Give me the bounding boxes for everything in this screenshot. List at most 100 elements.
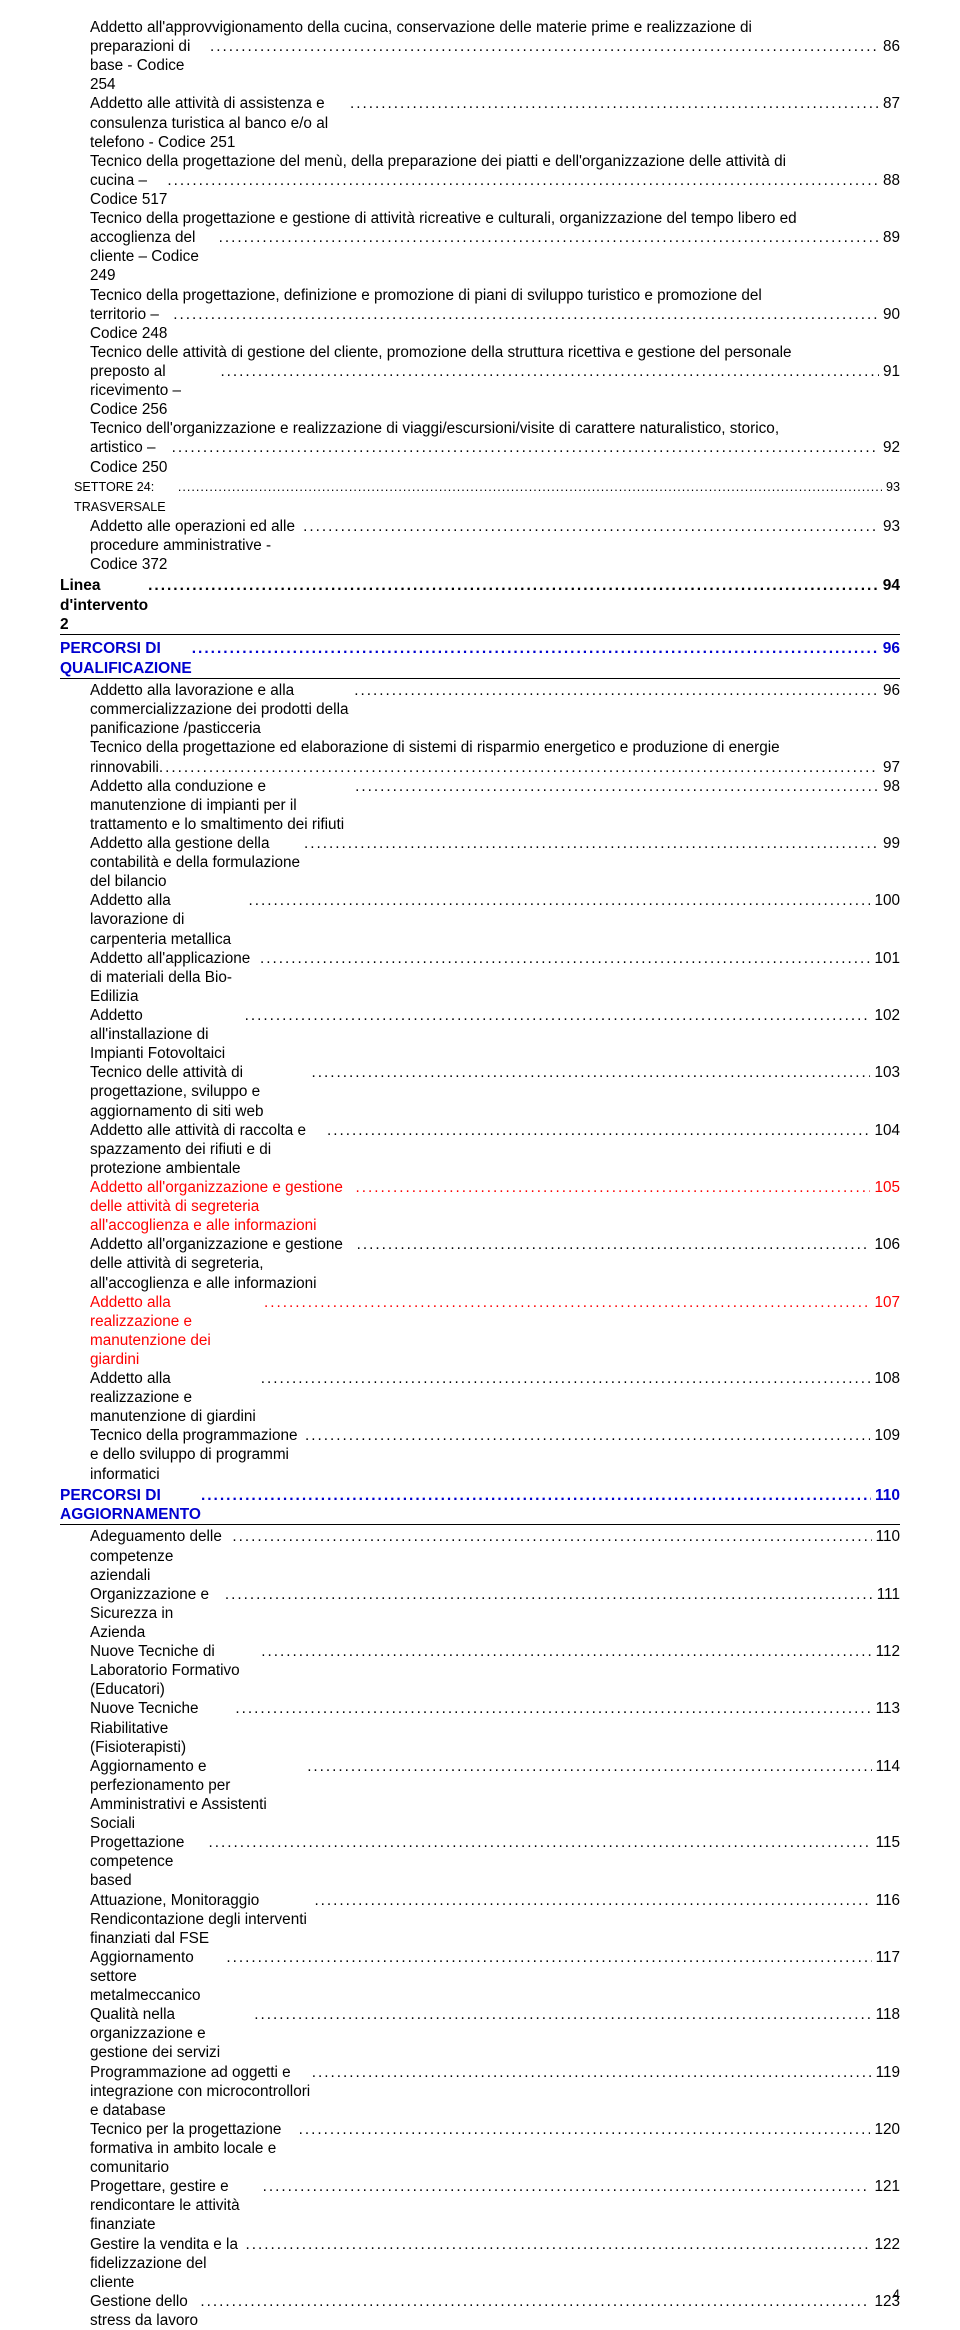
toc-entry-label: Programmazione ad oggetti e integrazione… — [90, 2063, 312, 2120]
toc-entry-label: Nuove Tecniche di Laboratorio Formativo … — [90, 1642, 261, 1699]
toc-entry-label: Addetto alla lavorazione di carpenteria … — [90, 891, 248, 948]
toc-dots: ........................................… — [226, 1948, 871, 1967]
toc-page: 98 — [879, 777, 900, 796]
toc-entry-label: Adeguamento delle competenze aziendali — [90, 1527, 232, 1584]
toc-dots: ........................................… — [305, 1426, 871, 1445]
toc-entry-label: Tecnico della progettazione del menù, de… — [90, 152, 786, 171]
toc-page: 101 — [870, 949, 900, 968]
toc-entry: Addetto all'installazione di Impianti Fo… — [90, 1006, 900, 1063]
toc-entry-label: Tecnico per la progettazione formativa i… — [90, 2120, 299, 2177]
toc-entry-cont: preposto al ricevimento – Codice 256....… — [90, 362, 900, 419]
toc-entry-label: Addetto alla realizzazione e manutenzion… — [90, 1293, 264, 1369]
page-number: 4 — [892, 2287, 900, 2302]
toc-page: 96 — [879, 681, 900, 700]
toc-page: 99 — [879, 834, 900, 853]
toc-dots: ........................................… — [167, 171, 879, 190]
toc-page: 116 — [872, 1891, 900, 1910]
toc-entry-label: Aggiornamento e perfezionamento per Ammi… — [90, 1757, 307, 1833]
toc-entry-label: artistico – Codice 250 — [90, 438, 172, 476]
toc-entry-label: Tecnico delle attività di progettazione,… — [90, 1063, 311, 1120]
toc-dots: ........................................… — [159, 758, 879, 777]
toc-entry: Addetto alle attività di raccolta e spaz… — [90, 1121, 900, 1178]
toc-entry: Tecnico delle attività di gestione del c… — [90, 343, 900, 362]
toc-entry-cont: territorio – Codice 248.................… — [90, 305, 900, 343]
toc-entry-label: Organizzazione e Sicurezza in Azienda — [90, 1585, 225, 1642]
toc-dots: ........................................… — [248, 891, 870, 910]
toc-entry-label: Addetto alla realizzazione e manutenzion… — [90, 1369, 261, 1426]
toc-heading-label: Linea d'intervento 2 — [60, 576, 148, 634]
toc-entry: Addetto alla conduzione e manutenzione d… — [90, 777, 900, 834]
toc-entry-cont: cucina – Codice 517.....................… — [90, 171, 900, 209]
toc-entry: Gestione dello stress da lavoro.........… — [90, 2292, 900, 2330]
toc-dots: ........................................… — [327, 1121, 870, 1140]
toc-page: 120 — [870, 2120, 900, 2139]
toc-page: 89 — [879, 228, 900, 247]
toc-page: 107 — [870, 1293, 900, 1312]
toc-entry: Adeguamento delle competenze aziendali..… — [90, 1527, 900, 1584]
toc-entry: Aggiornamento e perfezionamento per Ammi… — [90, 1757, 900, 1833]
toc-dots: ........................................… — [260, 949, 871, 968]
toc-page: 86 — [879, 37, 900, 56]
toc-page: 113 — [872, 1699, 900, 1718]
toc-entry: Tecnico della progettazione del menù, de… — [90, 152, 900, 171]
toc-page: 96 — [879, 639, 900, 658]
toc-entry-label: Tecnico dell'organizzazione e realizzazi… — [90, 419, 779, 438]
toc-entry: Addetto alla gestione della contabilità … — [90, 834, 900, 891]
toc-entry-label: Tecnico della progettazione ed elaborazi… — [90, 738, 780, 757]
toc-entry-cont: accoglienza del cliente – Codice 249....… — [90, 228, 900, 285]
toc-heading-label: PERCORSI DI AGGIORNAMENTO — [60, 1486, 201, 1525]
toc-dots: ........................................… — [261, 1642, 871, 1661]
toc-dots: ........................................… — [261, 1369, 871, 1388]
toc-entry: Tecnico dell'organizzazione e realizzazi… — [90, 419, 900, 438]
toc-page: 109 — [870, 1426, 900, 1445]
toc-heading-label: PERCORSI DI QUALIFICAZIONE — [60, 639, 192, 678]
toc-dots: ........................................… — [355, 777, 879, 796]
toc-entry-label: Addetto all'organizzazione e gestione de… — [90, 1178, 355, 1235]
toc-entry-label: Tecnico della progettazione, definizione… — [90, 286, 762, 305]
toc-entry-label: Addetto alle attività di raccolta e spaz… — [90, 1121, 327, 1178]
toc-dots: ........................................… — [192, 639, 879, 658]
toc-dots: ........................................… — [210, 37, 879, 56]
toc-entry-label: accoglienza del cliente – Codice 249 — [90, 228, 219, 285]
toc-entry-label: Aggiornamento settore metalmeccanico — [90, 1948, 226, 2005]
toc-page: 112 — [872, 1642, 900, 1661]
toc-entry-label: Qualità nella organizzazione e gestione … — [90, 2005, 254, 2062]
toc-page: 102 — [870, 1006, 900, 1025]
toc-entry-label: preparazioni di base - Codice 254 — [90, 37, 210, 94]
toc-entry-label: territorio – Codice 248 — [90, 305, 173, 343]
toc-entry: Tecnico delle attività di progettazione,… — [90, 1063, 900, 1120]
toc-dots: ........................................… — [312, 2063, 872, 2082]
toc-entry-cont: artistico – Codice 250..................… — [90, 438, 900, 476]
toc-entry-label: Tecnico della programmazione e dello svi… — [90, 1426, 305, 1483]
toc-page: 93 — [882, 477, 900, 497]
toc-entry: Progettare, gestire e rendicontare le at… — [90, 2177, 900, 2234]
toc-page: 91 — [879, 362, 900, 381]
toc-entry: Gestire la vendita e la fidelizzazione d… — [90, 2235, 900, 2292]
toc-entry-label: cucina – Codice 517 — [90, 171, 167, 209]
toc-entry: Tecnico della programmazione e dello svi… — [90, 1426, 900, 1483]
toc-page: 104 — [870, 1121, 900, 1140]
toc-dots: ........................................… — [245, 1006, 871, 1025]
toc-dots: ........................................… — [219, 228, 879, 247]
toc-entry: Addetto all'approvvigionamento della cuc… — [90, 18, 900, 37]
toc-page: 105 — [870, 1178, 900, 1197]
toc-page: 94 — [879, 576, 900, 595]
toc-entry: Nuove Tecniche di Laboratorio Formativo … — [90, 1642, 900, 1699]
toc-dots: ........................................… — [350, 94, 879, 113]
toc-dots: ........................................… — [254, 2005, 871, 2024]
toc-page: 93 — [879, 517, 900, 536]
toc-dots: ........................................… — [209, 1833, 872, 1852]
toc-dots: ........................................… — [299, 2120, 871, 2139]
toc-page: 87 — [879, 94, 900, 113]
toc-dots: ........................................… — [304, 834, 879, 853]
toc-sector: SETTORE 24: TRASVERSALE ................… — [74, 477, 900, 517]
toc-entry-label: Addetto all'applicazione di materiali de… — [90, 949, 260, 1006]
toc-entry-label: Gestione dello stress da lavoro — [90, 2292, 200, 2330]
toc-entry-label: Addetto all'installazione di Impianti Fo… — [90, 1006, 245, 1063]
toc-dots: ........................................… — [355, 1178, 870, 1197]
toc-page: 110 — [872, 1527, 900, 1546]
toc-entry-label: Addetto alle operazioni ed alle procedur… — [90, 517, 303, 574]
toc-dots: ........................................… — [263, 2177, 871, 2196]
toc-dots: ........................................… — [232, 1527, 871, 1546]
toc-page: 110 — [871, 1486, 900, 1505]
